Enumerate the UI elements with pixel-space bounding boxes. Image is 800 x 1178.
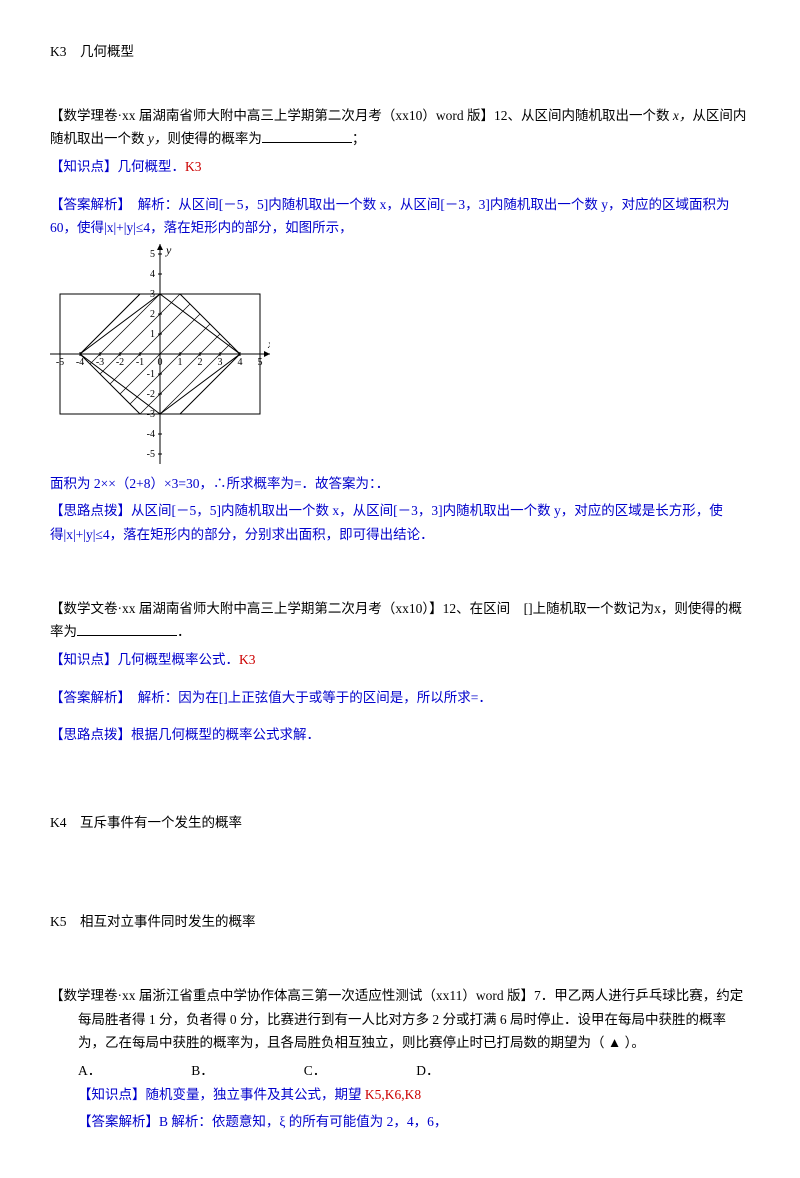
svg-text:x: x bbox=[267, 337, 270, 351]
svg-text:5: 5 bbox=[150, 249, 155, 260]
q3-source: 【数学理卷·xx 届浙江省重点中学协作体高三第一次适应性测试（xx11）word… bbox=[50, 984, 750, 1055]
q1-source-text: 【数学理卷·xx 届湖南省师大附中高三上学期第二次月考（xx10）word 版】… bbox=[50, 108, 673, 123]
q1-tail: 则使得的概率为 bbox=[167, 131, 262, 146]
q2-hint: 【思路点拨】根据几何概型的概率公式求解． bbox=[50, 723, 750, 747]
q2-knowledge-code: K3 bbox=[239, 652, 256, 667]
svg-text:-3: -3 bbox=[96, 357, 104, 368]
q1-chart: -5-4-3-2-1012345-5-4-3-2-112345xy bbox=[50, 244, 270, 464]
svg-text:y: y bbox=[165, 244, 172, 257]
svg-text:-3: -3 bbox=[147, 409, 155, 420]
svg-text:-2: -2 bbox=[116, 357, 124, 368]
q2-period: ． bbox=[177, 624, 191, 639]
q3-opt-c: C． bbox=[304, 1059, 327, 1083]
section-k5-title: K5 相互对立事件同时发生的概率 bbox=[50, 910, 750, 934]
svg-text:2: 2 bbox=[150, 309, 155, 320]
q2-answer-body: 解析：因为在[]上正弦值大于或等于的区间是，所以所求=． bbox=[138, 690, 492, 705]
svg-text:2: 2 bbox=[198, 357, 203, 368]
q1-blank bbox=[262, 129, 352, 144]
svg-text:0: 0 bbox=[158, 357, 163, 368]
q1-knowledge: 【知识点】几何概型．K3 bbox=[50, 155, 750, 179]
svg-text:-2: -2 bbox=[147, 389, 155, 400]
svg-text:-5: -5 bbox=[56, 357, 64, 368]
q1-answer: 【答案解析】 解析：从区间[－5，5]内随机取出一个数 x，从区间[－3，3]内… bbox=[50, 193, 750, 240]
q1-knowledge-code: K3 bbox=[185, 159, 202, 174]
svg-text:4: 4 bbox=[238, 357, 243, 368]
svg-text:-4: -4 bbox=[147, 429, 155, 440]
q1-knowledge-label: 【知识点】几何概型． bbox=[50, 159, 185, 174]
svg-text:4: 4 bbox=[150, 269, 155, 280]
q1-hint: 【思路点拨】从区间[－5，5]内随机取出一个数 x，从区间[－3，3]内随机取出… bbox=[50, 499, 750, 546]
q1-answer-body: 解析：从区间[－5，5]内随机取出一个数 x，从区间[－3，3]内随机取出一个数… bbox=[50, 197, 729, 236]
q2-knowledge-label: 【知识点】几何概型概率公式． bbox=[50, 652, 239, 667]
q2-answer: 【答案解析】 解析：因为在[]上正弦值大于或等于的区间是，所以所求=． bbox=[50, 686, 750, 710]
q1-semi: ； bbox=[352, 131, 366, 146]
q2-knowledge: 【知识点】几何概型概率公式．K3 bbox=[50, 648, 750, 672]
q3-knowledge: 【知识点】随机变量，独立事件及其公式，期望 K5,K6,K8 bbox=[50, 1083, 750, 1107]
q3-knowledge-label: 【知识点】随机变量，独立事件及其公式，期望 bbox=[78, 1087, 365, 1102]
q3-opt-b: B． bbox=[191, 1059, 214, 1083]
svg-text:1: 1 bbox=[178, 357, 183, 368]
svg-text:-5: -5 bbox=[147, 449, 155, 460]
q1-source: 【数学理卷·xx 届湖南省师大附中高三上学期第二次月考（xx10）word 版】… bbox=[50, 104, 750, 151]
q1-answer-label: 【答案解析】 bbox=[50, 197, 124, 212]
q1-y: y， bbox=[148, 131, 168, 146]
q3-options: A． B． C． D． bbox=[50, 1059, 750, 1083]
q1-x: x， bbox=[673, 108, 693, 123]
svg-text:-4: -4 bbox=[76, 357, 84, 368]
q2-blank bbox=[77, 622, 177, 637]
q1-area: 面积为 2××（2+8）×3=30，∴所求概率为=．故答案为：． bbox=[50, 472, 750, 496]
q3-knowledge-codes: K5,K6,K8 bbox=[365, 1087, 421, 1102]
svg-text:5: 5 bbox=[258, 357, 263, 368]
svg-text:3: 3 bbox=[218, 357, 223, 368]
section-k3-title: K3 几何概型 bbox=[50, 40, 750, 64]
q2-source: 【数学文卷·xx 届湖南省师大附中高三上学期第二次月考（xx10）】12、在区间… bbox=[50, 597, 750, 644]
q3-opt-d: D． bbox=[416, 1059, 439, 1083]
section-k4-title: K4 互斥事件有一个发生的概率 bbox=[50, 811, 750, 835]
q3-opt-a: A． bbox=[78, 1059, 101, 1083]
q3-answer: 【答案解析】B 解析：依题意知，ξ 的所有可能值为 2，4，6， bbox=[50, 1110, 750, 1134]
svg-text:-1: -1 bbox=[136, 357, 144, 368]
svg-text:-1: -1 bbox=[147, 369, 155, 380]
svg-text:3: 3 bbox=[150, 289, 155, 300]
svg-text:1: 1 bbox=[150, 329, 155, 340]
q2-answer-label: 【答案解析】 bbox=[50, 690, 124, 705]
